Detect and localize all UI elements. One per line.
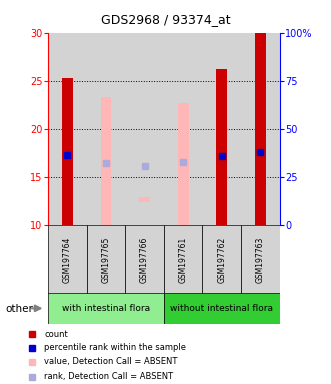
Bar: [241, 33, 280, 225]
Text: other: other: [5, 304, 33, 314]
Bar: [164, 33, 203, 225]
Text: GSM197766: GSM197766: [140, 237, 149, 283]
Text: GDS2968 / 93374_at: GDS2968 / 93374_at: [101, 13, 230, 26]
Bar: [164, 225, 203, 294]
Bar: [87, 225, 125, 294]
Bar: [62, 78, 73, 225]
Text: rank, Detection Call = ABSENT: rank, Detection Call = ABSENT: [44, 372, 174, 381]
Text: GSM197762: GSM197762: [217, 237, 226, 283]
Bar: [48, 33, 87, 225]
Bar: [178, 103, 189, 225]
Bar: [203, 33, 241, 225]
Text: without intestinal flora: without intestinal flora: [170, 304, 273, 313]
Text: with intestinal flora: with intestinal flora: [62, 304, 150, 313]
Text: percentile rank within the sample: percentile rank within the sample: [44, 343, 186, 352]
Text: count: count: [44, 329, 68, 339]
Text: GSM197761: GSM197761: [179, 237, 188, 283]
Bar: [48, 293, 164, 324]
Bar: [125, 33, 164, 225]
Bar: [139, 197, 150, 202]
Bar: [164, 293, 280, 324]
Bar: [87, 33, 125, 225]
Bar: [101, 97, 111, 225]
Bar: [255, 33, 266, 225]
Text: GSM197764: GSM197764: [63, 237, 72, 283]
Bar: [125, 225, 164, 294]
Bar: [203, 225, 241, 294]
Text: value, Detection Call = ABSENT: value, Detection Call = ABSENT: [44, 357, 178, 366]
Text: GSM197763: GSM197763: [256, 237, 265, 283]
Bar: [48, 225, 87, 294]
Text: GSM197765: GSM197765: [101, 237, 111, 283]
Bar: [241, 225, 280, 294]
Bar: [216, 69, 227, 225]
